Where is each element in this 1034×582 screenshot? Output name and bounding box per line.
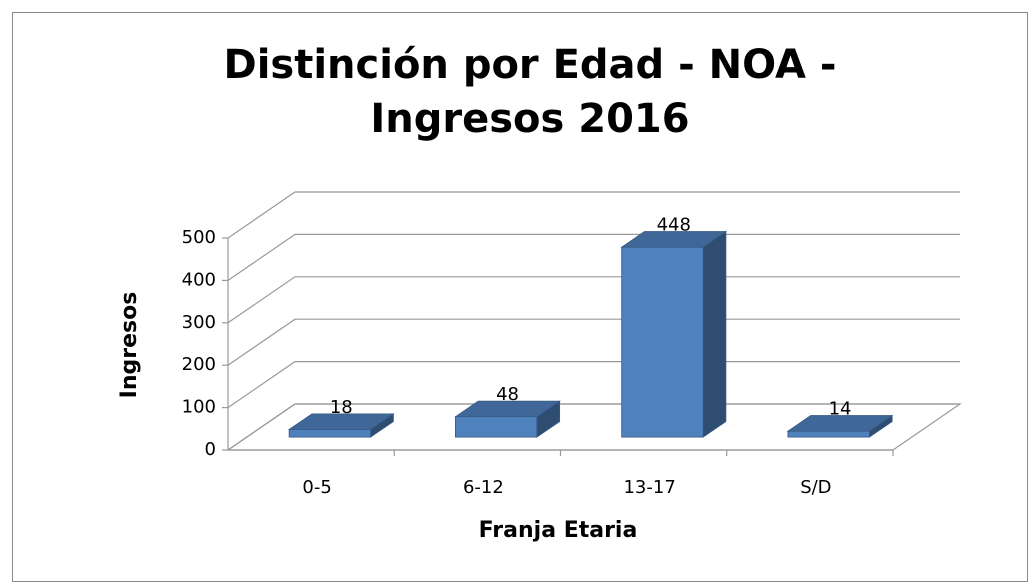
grid-line (227, 403, 960, 451)
grid-line (227, 276, 960, 324)
y-tick-label: 400 (182, 269, 216, 290)
x-axis-title: Franja Etaria (479, 518, 638, 543)
chart-title: Distinción por Edad - NOA - Ingresos 201… (223, 42, 837, 142)
bar-side (702, 230, 727, 438)
x-tick-label: S/D (800, 477, 831, 498)
x-tick-label: 13-17 (623, 477, 675, 498)
x-tick-label: 0-5 (302, 477, 331, 498)
bar-front (455, 416, 538, 438)
bar (287, 413, 395, 438)
bar-front (787, 430, 870, 438)
y-tick-label: 200 (182, 354, 216, 375)
bar (454, 400, 561, 438)
y-axis-title: Ingresos (117, 292, 142, 399)
data-label: 448 (657, 215, 691, 236)
grid-line (227, 233, 960, 281)
bar (786, 414, 894, 438)
y-tick-label: 0 (205, 439, 216, 460)
y-tick-label: 100 (182, 397, 216, 418)
grid-line (227, 318, 960, 366)
grid-line (227, 191, 960, 239)
grid-line (227, 361, 960, 409)
y-tick-label: 300 (182, 312, 216, 333)
data-label: 18 (330, 397, 353, 418)
x-tick-label: 6-12 (463, 477, 504, 498)
bar-front (288, 429, 372, 438)
bar (620, 230, 728, 438)
data-label: 48 (496, 384, 519, 405)
data-label: 14 (829, 399, 852, 420)
y-tick-label: 500 (182, 227, 216, 248)
bar-front (621, 246, 704, 438)
